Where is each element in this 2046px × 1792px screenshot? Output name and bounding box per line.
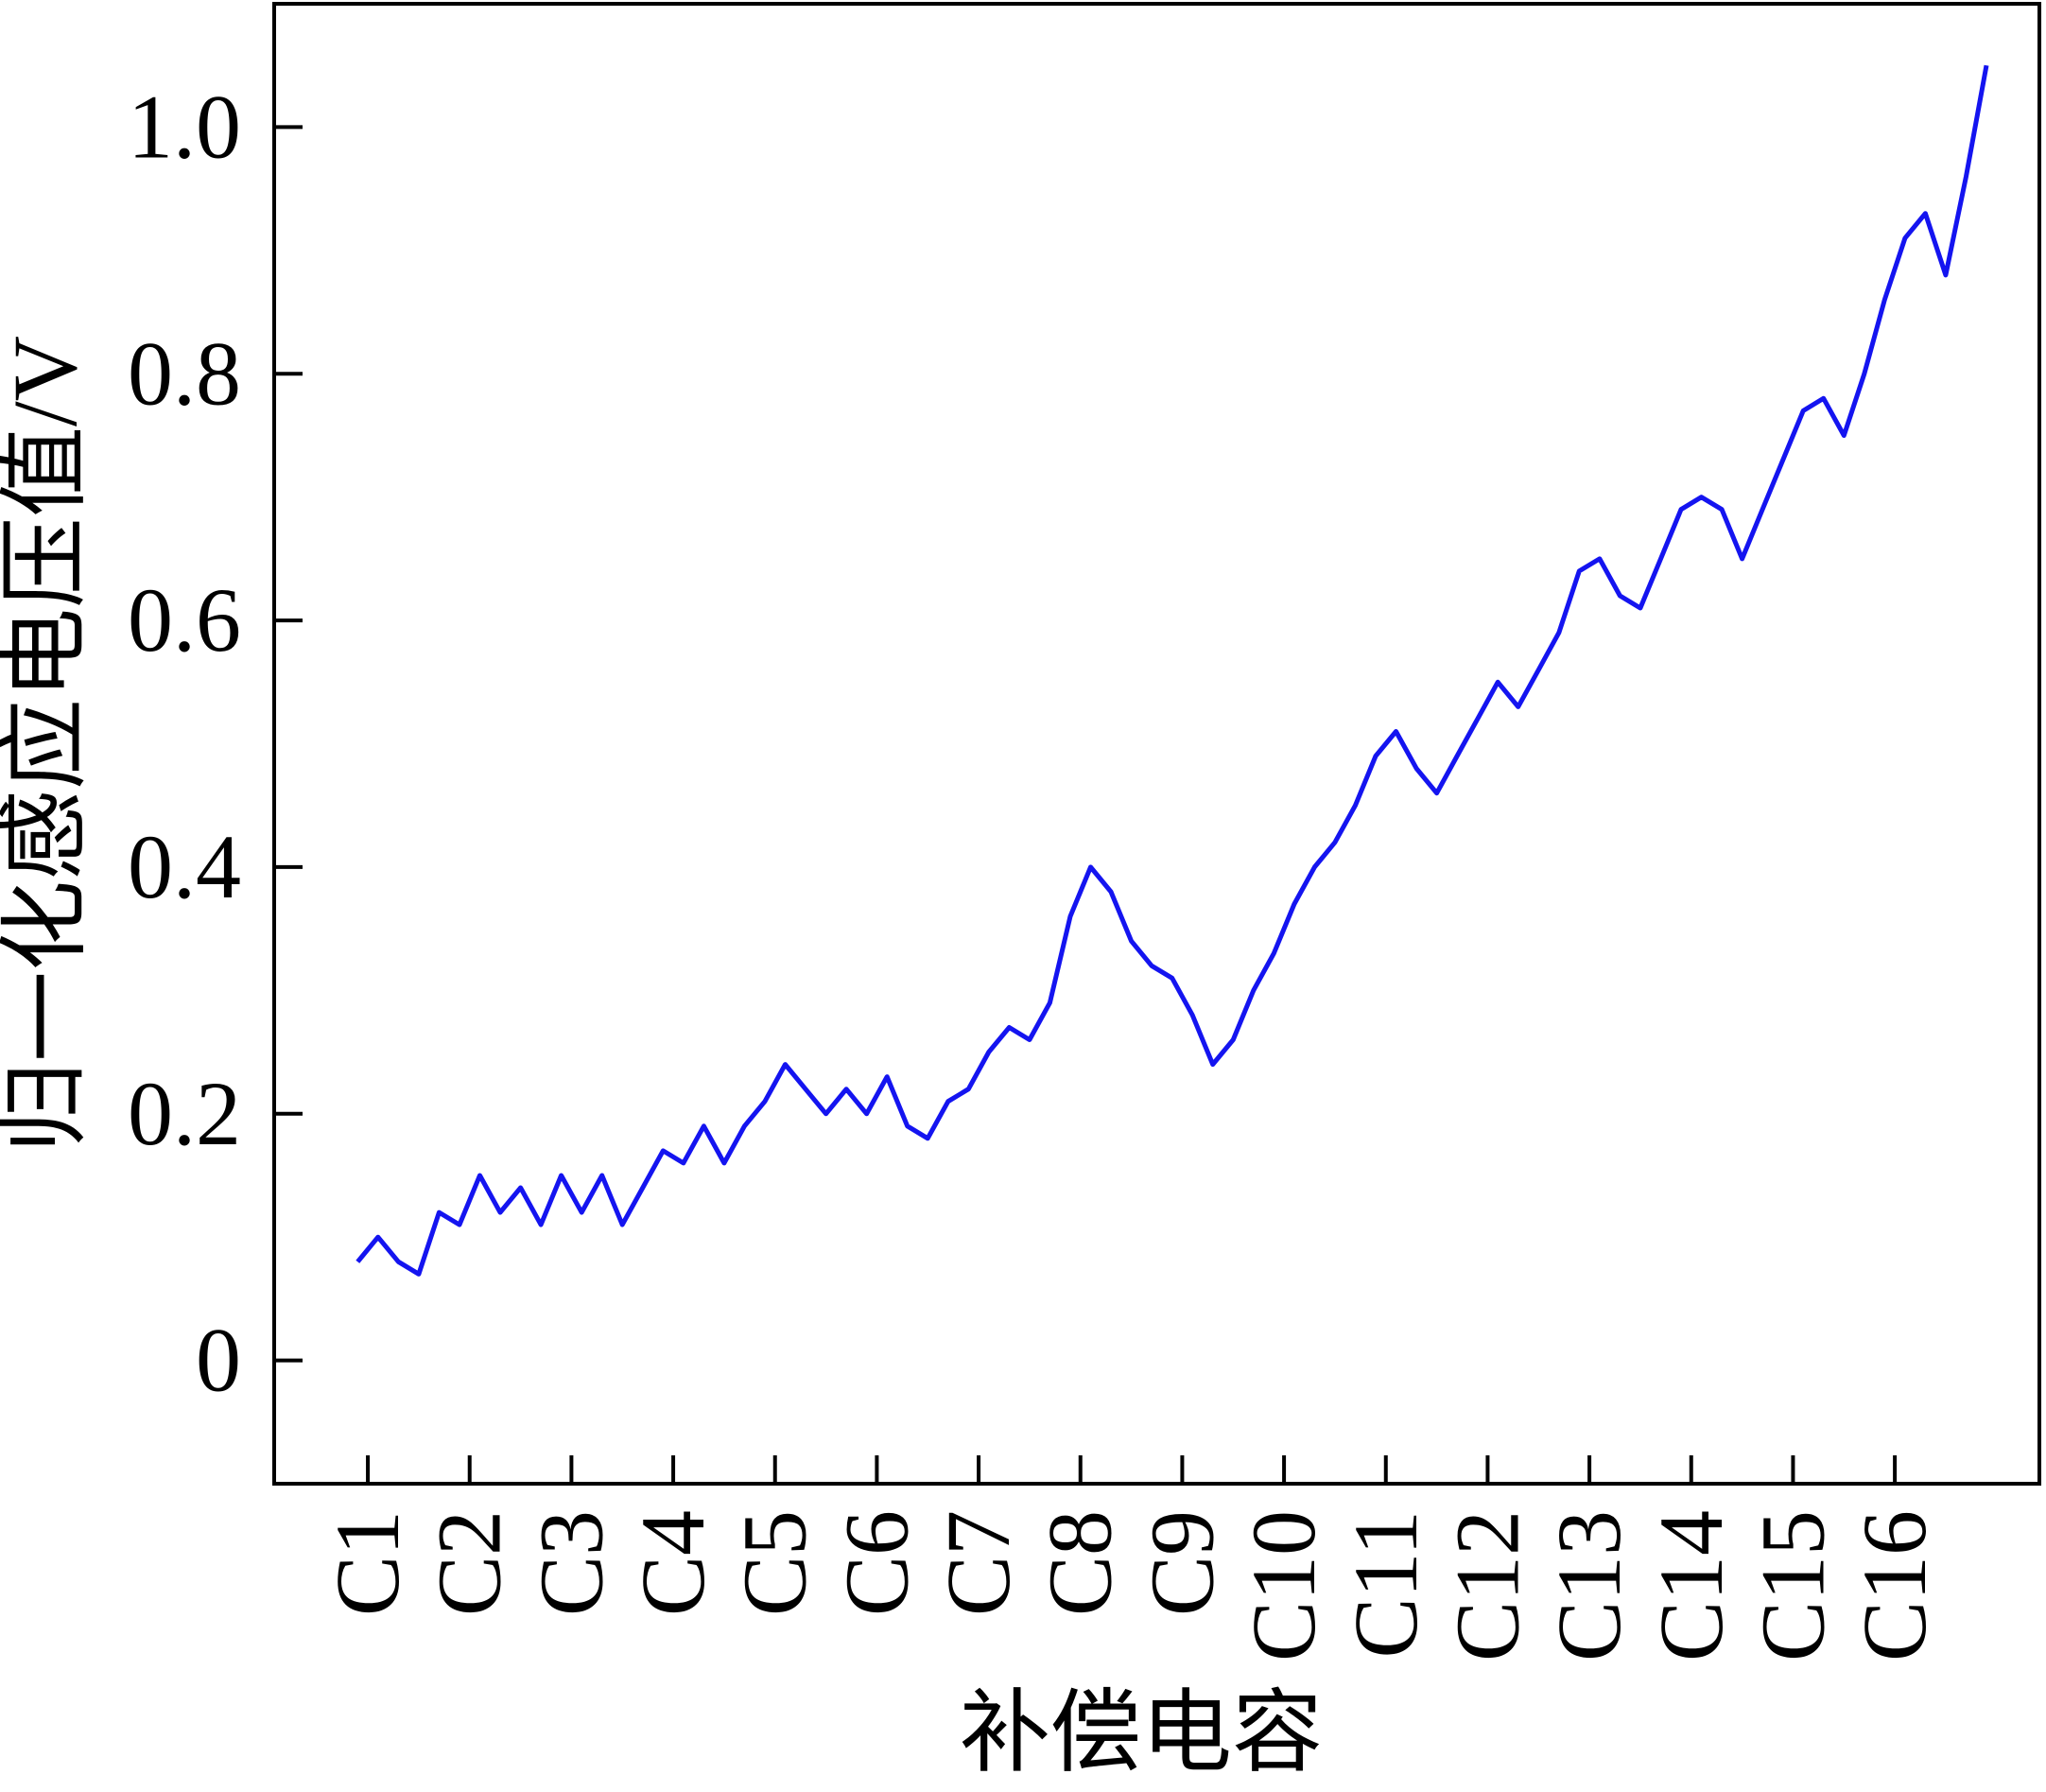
x-tick-label: C10: [1233, 1510, 1334, 1662]
x-tick-label: C12: [1436, 1510, 1537, 1662]
y-tick-label: 0.2: [128, 1063, 241, 1164]
plot-frame: [272, 2, 2041, 1486]
y-tick-label: 0: [196, 1310, 241, 1411]
x-tick-label: C2: [419, 1510, 520, 1616]
data-line: [355, 64, 1989, 1277]
y-tick-label: 1.0: [128, 76, 241, 177]
x-tick-label: C9: [1131, 1510, 1232, 1616]
x-tick-label: C4: [622, 1510, 723, 1616]
x-tick-label: C15: [1742, 1510, 1843, 1662]
x-tick-label: C7: [928, 1510, 1029, 1616]
x-tick-label: C3: [520, 1510, 621, 1616]
x-tick-label: C16: [1844, 1510, 1945, 1662]
x-tick-label: C8: [1030, 1510, 1131, 1616]
y-axis-title: 归一化感应电压值/V: [0, 336, 95, 1153]
x-tick-label: C11: [1335, 1510, 1436, 1658]
x-tick-label: C5: [724, 1510, 825, 1616]
x-tick-label: C6: [825, 1510, 927, 1616]
x-tick-label: C1: [317, 1510, 418, 1616]
x-tick-label: C14: [1640, 1510, 1742, 1662]
y-tick-label: 0.8: [128, 322, 241, 424]
x-tick-label: C13: [1538, 1510, 1639, 1662]
y-tick-label: 0.4: [128, 816, 241, 917]
x-axis-title: 补偿电容: [960, 1682, 1323, 1783]
y-tick-label: 0.6: [128, 569, 241, 670]
